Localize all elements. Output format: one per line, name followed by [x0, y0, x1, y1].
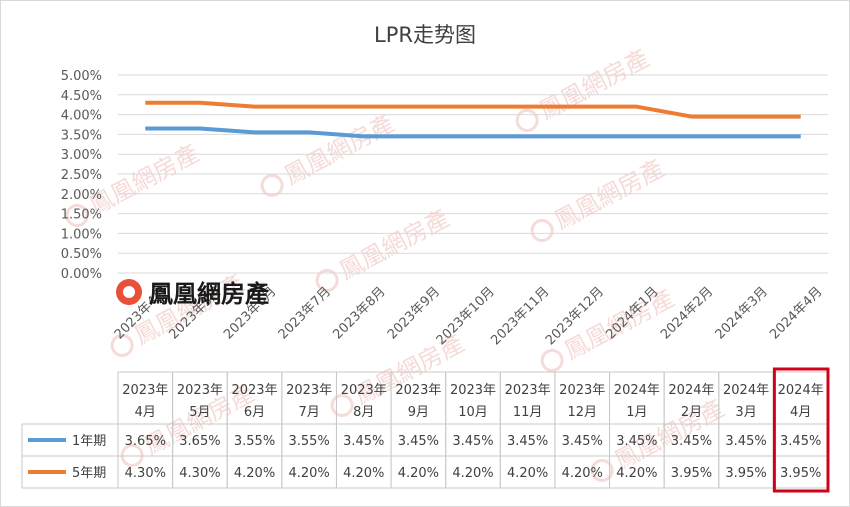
- watermark-logo-icon: [590, 458, 614, 482]
- y-tick-label: 2.00%: [61, 188, 102, 203]
- table-header-month: 12月: [567, 405, 597, 420]
- table-value: 4.20%: [616, 466, 657, 481]
- table-value: 3.45%: [725, 434, 766, 449]
- watermark-logo-icon: [330, 393, 354, 417]
- table-value: 4.20%: [452, 466, 493, 481]
- y-tick-label: 0.00%: [61, 267, 102, 282]
- table-value: 4.20%: [234, 466, 275, 481]
- table-header-month: 4月: [790, 405, 811, 420]
- x-tick-label: 2023年8月: [330, 284, 388, 342]
- watermark-text: 鳳凰網房產: [550, 154, 669, 235]
- table-value: 3.65%: [179, 434, 220, 449]
- phoenix-logo-icon-inner: [123, 286, 135, 298]
- table-value: 4.30%: [179, 466, 220, 481]
- legend-label: 1年期: [72, 434, 106, 449]
- y-tick-label: 4.00%: [61, 109, 102, 124]
- chart-title: LPR走势图: [374, 23, 476, 47]
- y-tick-label: 1.50%: [61, 208, 102, 223]
- table-value: 3.55%: [288, 434, 329, 449]
- table-value: 3.95%: [671, 466, 712, 481]
- watermark-text: 鳳凰網房產: [280, 109, 399, 190]
- table-header-month: 11月: [513, 405, 543, 420]
- table-header-month: 8月: [353, 405, 374, 420]
- table-value: 3.45%: [780, 434, 821, 449]
- watermark-logo-icon: [260, 173, 284, 197]
- table-header-month: 6月: [244, 405, 265, 420]
- watermark-logo-icon: [530, 218, 554, 242]
- table-header-year: 2023年: [450, 383, 496, 398]
- table-header-year: 2024年: [614, 383, 660, 398]
- x-tick-label: 2024年4月: [767, 284, 825, 342]
- watermark-layer: 鳳凰網房產 鳳凰網房產鳳凰網房產鳳凰網房產鳳凰網房產鳳凰網房產鳳凰網房產鳳凰網房產…: [65, 44, 729, 482]
- watermark: 鳳凰網房產: [260, 109, 399, 197]
- y-tick-label: 5.00%: [61, 69, 102, 84]
- table-header-month: 5月: [189, 405, 210, 420]
- logo-text: 鳳凰網房產: [149, 279, 269, 308]
- watermark-logo-icon: [110, 333, 134, 357]
- series-line-1: [145, 126, 801, 139]
- table-value: 4.20%: [562, 466, 603, 481]
- x-tick-label: 2024年3月: [713, 284, 771, 342]
- watermark-logo-icon: [120, 443, 144, 467]
- table-header-month: 1月: [626, 405, 647, 420]
- legend-label: 5年期: [72, 466, 106, 481]
- table-value: 3.65%: [125, 434, 166, 449]
- y-tick-label: 0.50%: [61, 247, 102, 262]
- x-tick-label: 2023年9月: [385, 284, 443, 342]
- table-header-month: 3月: [735, 405, 756, 420]
- table-header-month: 2月: [681, 405, 702, 420]
- table-value: 4.20%: [288, 466, 329, 481]
- watermark: 鳳凰網房產: [515, 44, 654, 132]
- watermark-logo-icon: [515, 108, 539, 132]
- table-header-year: 2023年: [286, 383, 332, 398]
- y-tick-label: 3.00%: [61, 148, 102, 163]
- watermark-logo-icon: [65, 203, 89, 227]
- table-value: 3.45%: [343, 434, 384, 449]
- phoenix-logo: 鳳凰網房產: [116, 279, 269, 308]
- watermark-logo-icon: [540, 348, 564, 372]
- table-header-year: 2024年: [778, 383, 824, 398]
- table-header-year: 2023年: [231, 383, 277, 398]
- table-value: 3.45%: [562, 434, 603, 449]
- table-header-year: 2023年: [395, 383, 441, 398]
- x-tick-label: 2023年7月: [276, 284, 334, 342]
- table-value: 3.45%: [671, 434, 712, 449]
- table-header-month: 10月: [458, 405, 488, 420]
- table-header-month: 9月: [408, 405, 429, 420]
- table-header-year: 2023年: [177, 383, 223, 398]
- table-value: 3.45%: [507, 434, 548, 449]
- y-tick-label: 4.50%: [61, 89, 102, 104]
- table-value: 4.20%: [507, 466, 548, 481]
- table-header-year: 2023年: [122, 383, 168, 398]
- table-header-year: 2023年: [341, 383, 387, 398]
- y-tick-label: 2.50%: [61, 168, 102, 183]
- table-header-month: 7月: [299, 405, 320, 420]
- series-lines: [145, 100, 801, 139]
- table-value: 3.95%: [725, 466, 766, 481]
- data-table: 2023年 4月 2023年 5月 2023年 6月 2023年 7月 2023年 8月 2023年…: [21, 367, 830, 493]
- table-value: 4.30%: [125, 466, 166, 481]
- logo: 鳳凰網房產: [116, 279, 269, 308]
- table-value: 4.20%: [398, 466, 439, 481]
- watermark-logo-icon: [315, 268, 339, 292]
- table-header-year: 2024年: [723, 383, 769, 398]
- table-header-month: 4月: [135, 405, 156, 420]
- y-axis: 0.00% 0.50% 1.00% 1.50% 2.00% 2.50% 3.00% 3.50%…: [61, 69, 102, 282]
- watermark-text: 鳳凰網房產: [85, 139, 204, 220]
- table-header-year: 2024年: [668, 383, 714, 398]
- table-value: 3.45%: [616, 434, 657, 449]
- watermark: 鳳凰網房產: [315, 204, 454, 292]
- table-value: 3.45%: [398, 434, 439, 449]
- table-header-year: 2023年: [505, 383, 551, 398]
- table-value: 4.20%: [343, 466, 384, 481]
- y-tick-label: 1.00%: [61, 227, 102, 242]
- highlight-box: [772, 367, 830, 493]
- table-value: 3.55%: [234, 434, 275, 449]
- table-value: 3.45%: [452, 434, 493, 449]
- table-header-year: 2023年: [559, 383, 605, 398]
- y-tick-label: 3.50%: [61, 128, 102, 143]
- table-value: 3.95%: [780, 466, 821, 481]
- watermark-text: 鳳凰網房產: [535, 44, 654, 125]
